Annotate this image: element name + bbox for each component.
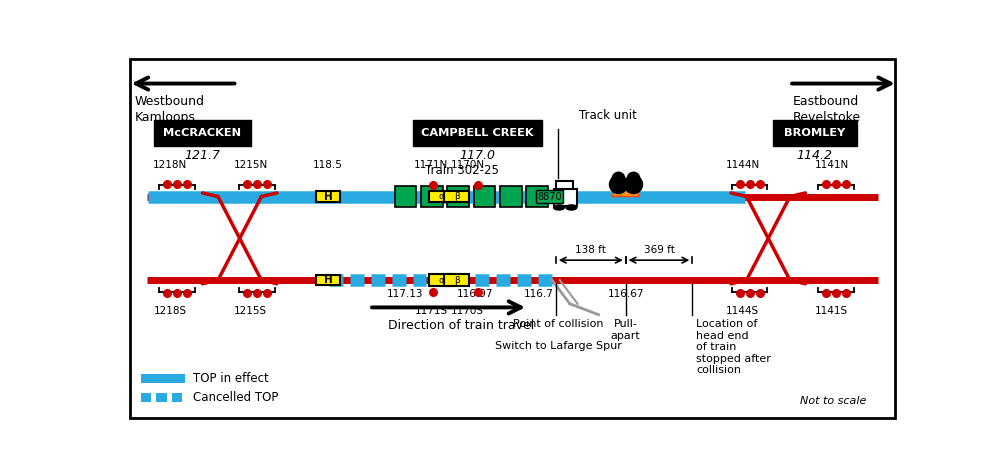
Text: 1170S: 1170S	[451, 306, 484, 316]
FancyBboxPatch shape	[316, 275, 340, 285]
Text: Train 302-25: Train 302-25	[425, 164, 499, 177]
Text: Pull-
apart: Pull- apart	[611, 319, 641, 341]
Text: 1218N: 1218N	[153, 160, 187, 170]
Text: 8870: 8870	[537, 192, 562, 202]
Bar	[421, 185, 443, 208]
Text: 114.2: 114.2	[797, 149, 833, 162]
Text: 369 ft: 369 ft	[644, 245, 674, 255]
Polygon shape	[612, 178, 640, 196]
Bar	[140, 373, 185, 383]
Text: TOP in effect: TOP in effect	[193, 372, 269, 385]
Text: β: β	[454, 192, 460, 201]
Text: H: H	[324, 275, 332, 285]
Bar	[474, 185, 495, 208]
Text: Westbound
Kamloops: Westbound Kamloops	[135, 95, 205, 124]
Text: 1141N: 1141N	[815, 160, 849, 170]
Text: Eastbound
Revelstoke: Eastbound Revelstoke	[793, 95, 861, 124]
Text: 1218S: 1218S	[153, 306, 187, 316]
FancyBboxPatch shape	[413, 120, 542, 146]
Text: α: α	[438, 276, 444, 285]
Text: 1171N: 1171N	[414, 160, 448, 170]
Text: 117.0: 117.0	[460, 149, 496, 162]
Circle shape	[566, 205, 577, 210]
Text: McCRACKEN: McCRACKEN	[163, 128, 242, 138]
Circle shape	[554, 205, 564, 210]
Text: 1141S: 1141S	[815, 306, 848, 316]
Text: 116.97: 116.97	[457, 289, 494, 299]
Text: 1144S: 1144S	[726, 306, 759, 316]
FancyBboxPatch shape	[154, 120, 251, 146]
FancyBboxPatch shape	[316, 192, 340, 202]
Text: 138 ft: 138 ft	[575, 245, 606, 255]
Bar	[556, 181, 573, 189]
Bar	[554, 189, 577, 206]
Bar	[395, 185, 416, 208]
Text: 121.7: 121.7	[184, 149, 220, 162]
Bar	[140, 393, 151, 402]
Text: BROMLEY: BROMLEY	[784, 128, 845, 138]
Bar	[172, 393, 182, 402]
Text: Point of collision: Point of collision	[513, 319, 603, 329]
Text: 116.67: 116.67	[607, 289, 644, 299]
Text: Cancelled TOP: Cancelled TOP	[193, 391, 279, 404]
Bar	[447, 185, 469, 208]
Text: H: H	[324, 192, 332, 202]
FancyBboxPatch shape	[429, 274, 454, 286]
Bar	[156, 393, 167, 402]
Text: Direction of train travel: Direction of train travel	[388, 319, 535, 332]
Text: 1144N: 1144N	[726, 160, 760, 170]
Text: 1170N: 1170N	[450, 160, 485, 170]
Text: Track unit: Track unit	[579, 109, 637, 122]
Text: 117.13: 117.13	[387, 289, 424, 299]
Text: CAMPBELL CREEK: CAMPBELL CREEK	[421, 128, 534, 138]
Bar	[500, 185, 522, 208]
FancyBboxPatch shape	[773, 120, 857, 146]
Text: Location of
head end
of train
stopped after
collision: Location of head end of train stopped af…	[696, 319, 771, 375]
Bar	[526, 185, 548, 208]
Text: 116.7: 116.7	[524, 289, 554, 299]
Text: 1171S: 1171S	[415, 306, 448, 316]
Text: 118.5: 118.5	[313, 160, 343, 170]
Text: Switch to Lafarge Spur: Switch to Lafarge Spur	[495, 341, 622, 351]
Text: β: β	[454, 276, 460, 285]
Text: α: α	[438, 192, 444, 201]
Text: Not to scale: Not to scale	[800, 396, 867, 405]
FancyBboxPatch shape	[444, 274, 469, 286]
Text: 1215N: 1215N	[233, 160, 268, 170]
Text: 1215S: 1215S	[234, 306, 267, 316]
FancyBboxPatch shape	[429, 191, 454, 202]
FancyBboxPatch shape	[444, 191, 469, 202]
